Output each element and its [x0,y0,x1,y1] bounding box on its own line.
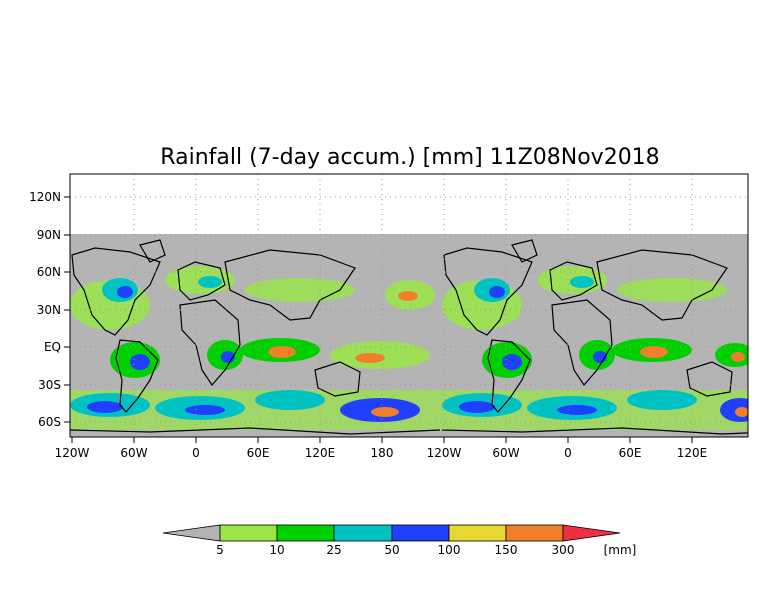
map-frame [69,173,749,438]
lat-tick-label: EQ [44,340,61,354]
colorbar-labels: 5 10 25 50 100 150 300 [mm] [216,543,636,557]
lat-tick-label: 30S [38,378,61,392]
colorbar-high-triangle [562,524,621,542]
colorbar-label: 25 [326,543,341,557]
lat-axis: 120N 90N 60N 30N EQ 30S 60S [29,190,70,429]
colorbar-label: 300 [552,543,575,557]
world-panel-2 [441,239,748,435]
lon-tick-label: 0 [564,446,572,460]
lon-tick-label: 60E [247,446,270,460]
colorbar-segment [219,524,278,542]
lat-tick-label: 120N [29,190,61,204]
colorbar-segment [505,524,564,542]
lat-tick-label: 30N [37,303,61,317]
colorbar-label: 5 [216,543,224,557]
colorbar-segment [391,524,450,542]
lat-tick-label: 60N [37,265,61,279]
colorbar-label: 10 [269,543,284,557]
lon-axis: 120W 60W 0 60E 120E 180 120W 60W 0 60E 1… [55,437,708,460]
graticule [70,174,748,437]
colorbar-label: 100 [438,543,461,557]
colorbar-segment [448,524,507,542]
colorbar-unit: [mm] [604,543,637,557]
world-panel-1 [70,239,441,435]
colorbar-segment [276,524,335,542]
lon-tick-label: 0 [192,446,200,460]
lat-tick-label: 60S [38,415,61,429]
lon-tick-label: 180 [371,446,394,460]
map-panel [69,173,749,438]
lon-tick-label: 60W [492,446,519,460]
rainfall-patches [70,266,748,430]
colorbar [162,524,621,542]
colorbar-low-triangle [162,524,221,542]
continent-outlines [70,239,748,435]
map-title: Rainfall (7-day accum.) [mm] 11Z08Nov201… [160,145,659,170]
colorbar-label: 150 [495,543,518,557]
lon-tick-label: 120E [677,446,708,460]
lon-tick-label: 120W [55,446,90,460]
colorbar-label: 50 [384,543,399,557]
lat-tick-label: 90N [37,228,61,242]
lon-tick-label: 120W [427,446,462,460]
colorbar-segment [333,524,393,542]
lon-tick-label: 60W [120,446,147,460]
lon-tick-label: 120E [305,446,336,460]
lon-tick-label: 60E [619,446,642,460]
